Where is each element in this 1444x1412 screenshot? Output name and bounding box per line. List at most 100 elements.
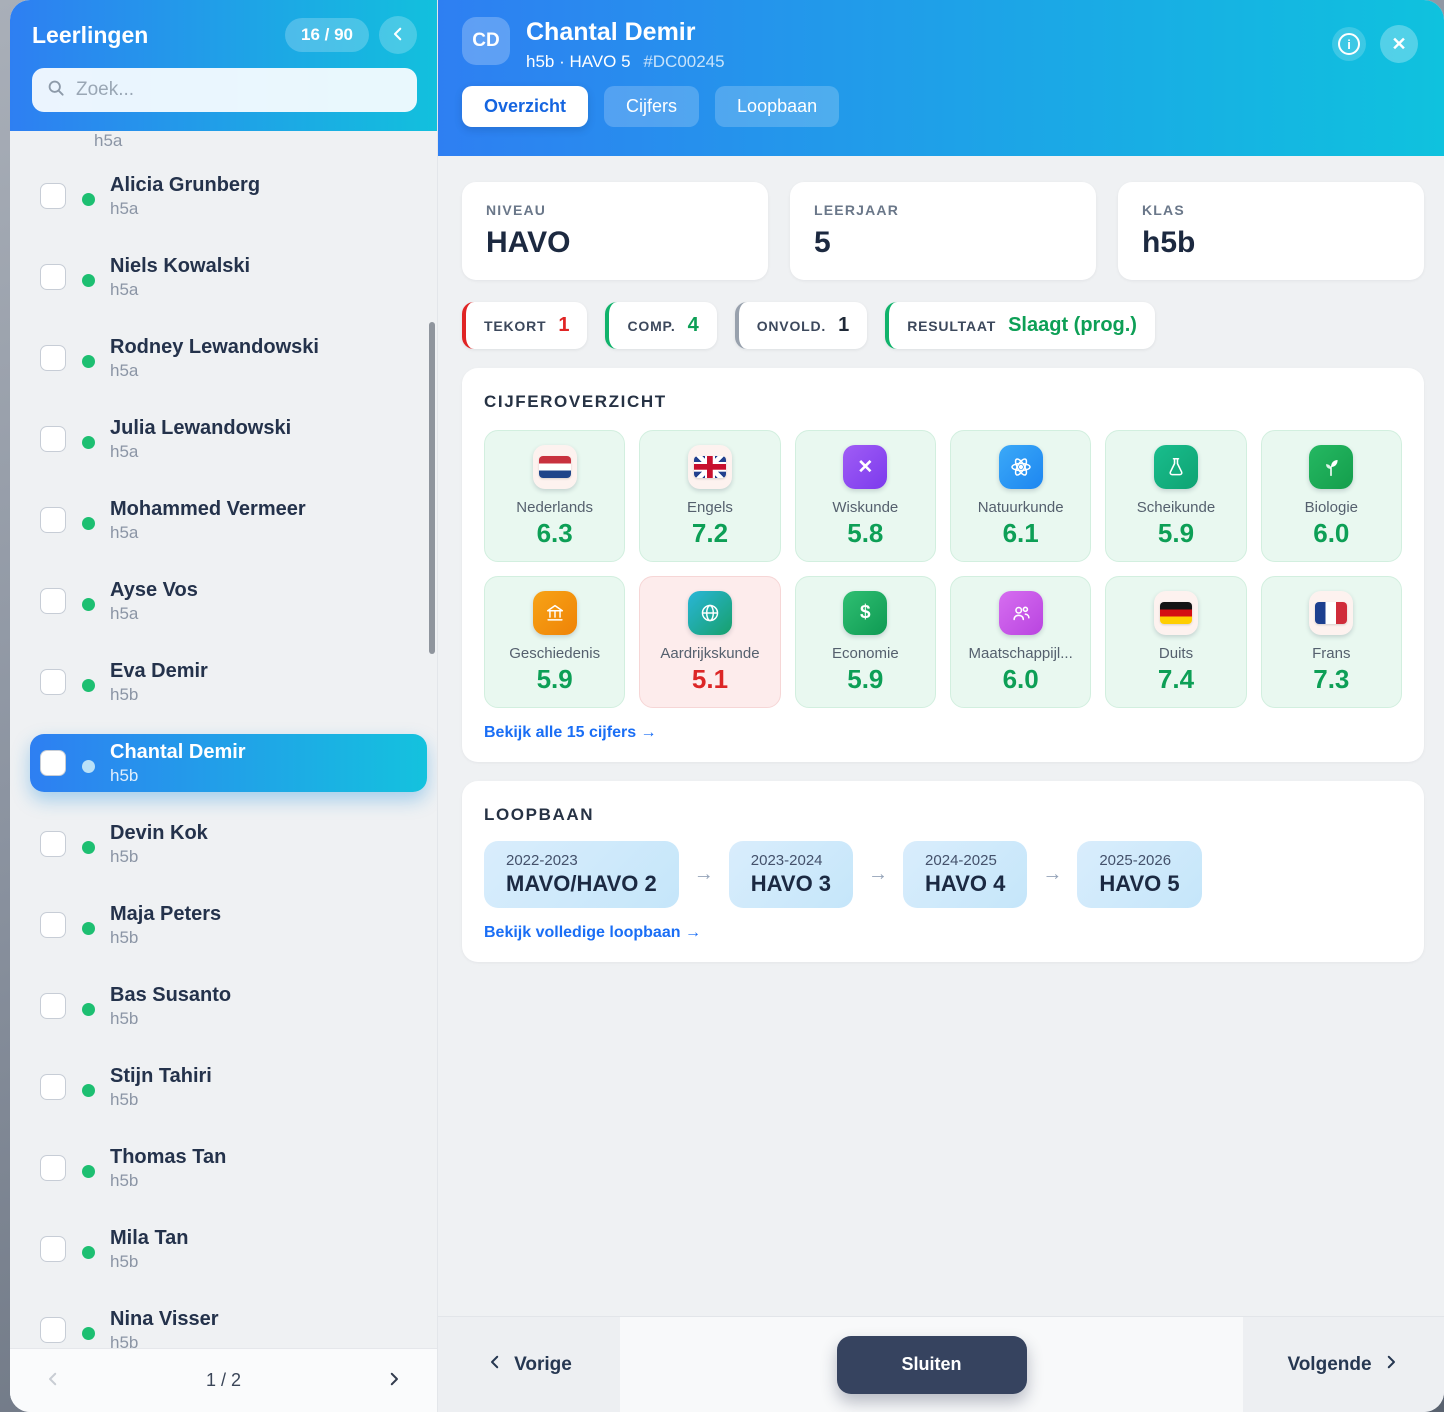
- student-list: h5a Alicia Grunberg h5a Niels Kowalski h5a R…: [10, 131, 437, 1348]
- status-dot: [82, 840, 95, 854]
- subject-name: Engels: [687, 499, 733, 516]
- student-list-item[interactable]: Niels Kowalski h5a: [30, 248, 427, 306]
- grade-card-engels[interactable]: Engels 7.2: [639, 430, 781, 562]
- career-panel: LOOPBAAN 2022-2023 MAVO/HAVO 2 → 2023-2024 H…: [462, 781, 1424, 962]
- tab-loopbaan[interactable]: Loopbaan: [715, 86, 840, 127]
- student-list-item[interactable]: Julia Lewandowski h5a: [30, 410, 427, 468]
- student-list-item[interactable]: Thomas Tan h5b: [30, 1139, 427, 1197]
- subject-grade: 5.9: [536, 664, 573, 694]
- student-checkbox[interactable]: [40, 750, 66, 776]
- arrow-right-icon: →: [693, 863, 714, 885]
- info-button[interactable]: i: [1332, 27, 1366, 61]
- grade-card-wiskunde[interactable]: ✕ Wiskunde 5.8: [794, 430, 936, 562]
- sidebar-collapse-button[interactable]: [379, 16, 417, 54]
- student-checkbox[interactable]: [40, 669, 66, 695]
- grade-card-biologie[interactable]: Biologie 6.0: [1260, 430, 1402, 562]
- grade-card-frans[interactable]: Frans 7.3: [1260, 576, 1402, 708]
- career-section-title: LOOPBAAN: [484, 805, 595, 824]
- student-text: Mohammed Vermeer h5a: [110, 496, 306, 544]
- student-list-item-partial[interactable]: h5a: [30, 131, 427, 147]
- tab-overzicht[interactable]: Overzicht: [462, 86, 589, 127]
- student-checkbox[interactable]: [40, 426, 66, 452]
- badge-value: 4: [687, 314, 699, 336]
- info-icon: i: [1338, 33, 1360, 55]
- grades-section-title: CIJFEROVERZICHT: [484, 392, 667, 411]
- grade-card-nederlands[interactable]: Nederlands 6.3: [484, 430, 626, 562]
- student-list-item[interactable]: Rodney Lewandowski h5a: [30, 329, 427, 387]
- student-checkbox[interactable]: [40, 1317, 66, 1343]
- student-checkbox[interactable]: [40, 912, 66, 938]
- student-list-item[interactable]: Maja Peters h5b: [30, 896, 427, 954]
- grade-card-natuurkunde[interactable]: Natuurkunde 6.1: [949, 430, 1092, 562]
- student-list-item[interactable]: Chantal Demir h5b: [30, 734, 427, 792]
- grade-card-maatschappijl[interactable]: Maatschappijl... 6.0: [949, 576, 1092, 708]
- next-student-button[interactable]: Volgende: [1287, 1353, 1399, 1377]
- close-icon: ✕: [1391, 33, 1407, 54]
- status-dot: [82, 1245, 95, 1259]
- student-checkbox[interactable]: [40, 183, 66, 209]
- student-list-item[interactable]: Ayse Vos h5a: [30, 572, 427, 630]
- career-step[interactable]: 2022-2023 MAVO/HAVO 2: [484, 841, 679, 908]
- student-list-item[interactable]: Eva Demir h5b: [30, 653, 427, 711]
- student-klas: h5b: [110, 1008, 139, 1028]
- student-name: Bas Susanto: [110, 983, 232, 1006]
- grade-card-geschiedenis[interactable]: Geschiedenis 5.9: [484, 576, 626, 708]
- student-checkbox[interactable]: [40, 507, 66, 533]
- student-name: Eva Demir: [110, 659, 208, 682]
- previous-student-button[interactable]: Vorige: [486, 1353, 572, 1377]
- student-text: Chantal Demir h5b: [110, 739, 246, 787]
- status-dot: [82, 273, 95, 287]
- status-badges-row: TEKORT 1 COMP. 4 ONVOLD. 1 RESULTAAT Slaagt (pr…: [462, 302, 1424, 349]
- view-full-career-link[interactable]: Bekijk volledige loopbaan →: [484, 924, 701, 941]
- close-panel-button[interactable]: ✕: [1380, 25, 1418, 63]
- student-checkbox[interactable]: [40, 1155, 66, 1181]
- status-dot: [82, 597, 95, 611]
- career-step[interactable]: 2025-2026 HAVO 5: [1077, 841, 1202, 908]
- student-text: Alicia Grunberg h5a: [110, 172, 260, 220]
- career-step[interactable]: 2024-2025 HAVO 4: [903, 841, 1028, 908]
- student-list-item[interactable]: Stijn Tahiri h5b: [30, 1058, 427, 1116]
- student-checkbox[interactable]: [40, 345, 66, 371]
- arrow-right-icon: →: [868, 863, 889, 885]
- career-timeline: 2022-2023 MAVO/HAVO 2 → 2023-2024 HAVO 3 → 202…: [484, 841, 1402, 908]
- tab-cijfers[interactable]: Cijfers: [604, 86, 700, 127]
- student-list-item[interactable]: Devin Kok h5b: [30, 815, 427, 873]
- student-klas: h5a: [110, 198, 139, 218]
- people-icon: [998, 591, 1043, 635]
- student-klas: h5a: [110, 279, 139, 299]
- subject-grade: 5.9: [847, 664, 884, 694]
- student-checkbox[interactable]: [40, 588, 66, 614]
- student-list-item[interactable]: Nina Visser h5b: [30, 1301, 427, 1348]
- status-dot: [82, 759, 95, 773]
- subject-name: Maatschappijl...: [968, 645, 1073, 662]
- info-card-label: KLAS: [1142, 202, 1185, 218]
- grade-card-scheikunde[interactable]: Scheikunde 5.9: [1105, 430, 1247, 562]
- view-all-grades-link[interactable]: Bekijk alle 15 cijfers →: [484, 724, 657, 741]
- subject-grade: 7.4: [1157, 664, 1195, 694]
- student-checkbox[interactable]: [40, 264, 66, 290]
- student-list-item[interactable]: Mila Tan h5b: [30, 1220, 427, 1278]
- pagination-prev-button[interactable]: [44, 1370, 62, 1391]
- student-list-item[interactable]: Mohammed Vermeer h5a: [30, 491, 427, 549]
- pagination-next-button[interactable]: [385, 1370, 403, 1391]
- student-checkbox[interactable]: [40, 993, 66, 1019]
- detail-content: NIVEAU HAVO LEERJAAR 5 KLAS h5b TEKORT 1 COMP. 4…: [438, 156, 1444, 1316]
- student-list-item[interactable]: Bas Susanto h5b: [30, 977, 427, 1035]
- pagination-label: 1 / 2: [205, 1370, 242, 1390]
- student-list-item[interactable]: Alicia Grunberg h5a: [30, 167, 427, 225]
- close-button[interactable]: Sluiten: [836, 1335, 1027, 1394]
- status-dot: [82, 1164, 95, 1178]
- student-checkbox[interactable]: [40, 1074, 66, 1100]
- badge-value: 1: [558, 314, 570, 336]
- search-input[interactable]: Zoek...: [32, 68, 417, 112]
- student-checkbox[interactable]: [40, 1236, 66, 1262]
- sidebar-scrollbar[interactable]: [429, 322, 435, 654]
- grade-card-economie[interactable]: $ Economie 5.9: [794, 576, 936, 708]
- career-step[interactable]: 2023-2024 HAVO 3: [728, 841, 854, 908]
- student-name: Maja Peters: [110, 902, 222, 925]
- grade-card-aardrijkskunde[interactable]: Aardrijkskunde 5.1: [639, 576, 781, 708]
- grade-card-duits[interactable]: Duits 7.4: [1105, 576, 1247, 708]
- student-checkbox[interactable]: [40, 831, 66, 857]
- flag: [1315, 602, 1348, 624]
